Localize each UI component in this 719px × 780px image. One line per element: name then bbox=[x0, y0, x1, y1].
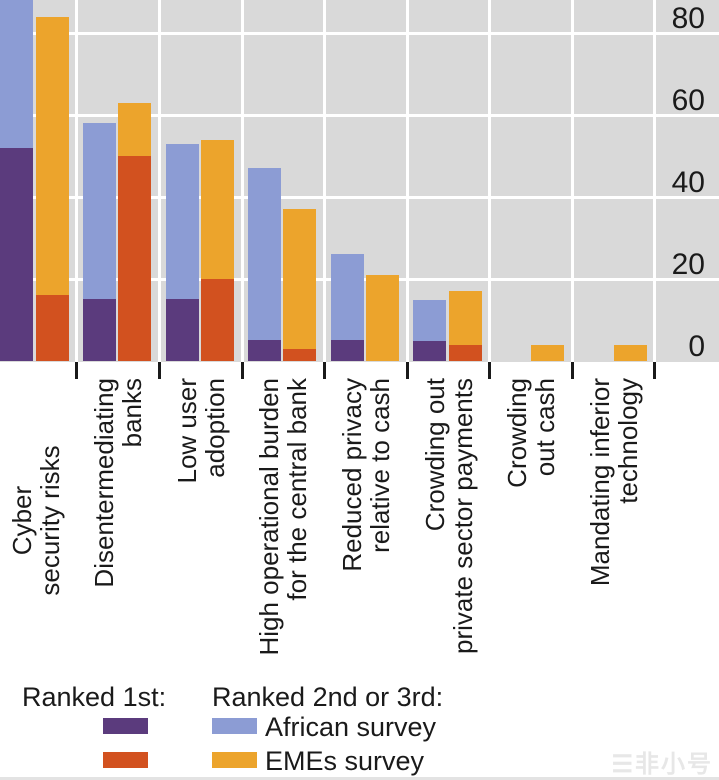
bar-african-survey bbox=[330, 254, 364, 361]
gridline-horizontal bbox=[0, 113, 719, 117]
category-label: Cyber security risks bbox=[6, 445, 65, 596]
legend-swatch-african-first bbox=[103, 718, 148, 734]
legend-label-african-survey: African survey bbox=[265, 712, 437, 742]
category-label: Reduced privacy relative to cash bbox=[336, 378, 395, 572]
gridline-horizontal bbox=[0, 31, 719, 35]
bar-african-survey bbox=[0, 0, 34, 361]
gridline-vertical bbox=[570, 0, 574, 362]
category-label: Mandating inferior technology bbox=[584, 378, 643, 587]
legend-swatch-emes-first bbox=[103, 752, 148, 768]
category-label: Low user adoption bbox=[171, 378, 230, 484]
x-axis-tick bbox=[75, 362, 79, 379]
bar-emes-survey-ranked-first-segment bbox=[200, 278, 234, 361]
bar-emes-survey-ranked-first-segment bbox=[448, 344, 482, 361]
gridline-vertical bbox=[158, 0, 162, 362]
gridline-vertical bbox=[488, 0, 492, 362]
legend-swatch-emes-second bbox=[212, 752, 257, 768]
category-label: Crowding out cash bbox=[502, 378, 561, 488]
x-axis-tick bbox=[488, 362, 492, 379]
legend-header-ranked-second: Ranked 2nd or 3rd: bbox=[212, 682, 444, 712]
bar-african-survey bbox=[165, 143, 199, 361]
gridline-vertical bbox=[75, 0, 79, 362]
y-axis-tick-label: 80 bbox=[671, 2, 705, 35]
x-axis-tick bbox=[653, 362, 657, 379]
y-axis-tick-label: 0 bbox=[688, 330, 705, 363]
bar-emes-survey bbox=[35, 16, 69, 361]
bar-african-survey-ranked-first-segment bbox=[0, 147, 34, 361]
x-axis-tick bbox=[405, 362, 409, 379]
bar-emes-survey-ranked-first-segment bbox=[283, 348, 317, 361]
bar-emes-survey bbox=[118, 102, 152, 361]
bar-emes-survey bbox=[613, 344, 647, 361]
bar-african-survey-ranked-first-segment bbox=[413, 340, 447, 361]
gridline-vertical bbox=[240, 0, 244, 362]
bar-african-survey bbox=[248, 168, 282, 361]
legend-label-emes-survey: EMEs survey bbox=[265, 746, 425, 776]
watermark-text: 非小号 bbox=[635, 751, 713, 778]
legend-swatch-african-second bbox=[212, 718, 257, 734]
bar-emes-survey bbox=[365, 274, 399, 361]
x-axis-tick bbox=[570, 362, 574, 379]
bar-african-survey-ranked-first-segment bbox=[82, 299, 116, 361]
bar-emes-survey bbox=[283, 209, 317, 361]
gridline-vertical bbox=[653, 0, 657, 362]
plot-area bbox=[0, 0, 719, 362]
legend-header-ranked-first: Ranked 1st: bbox=[22, 682, 167, 712]
bar-emes-survey-ranked-first-segment bbox=[35, 295, 69, 361]
bar-emes-survey bbox=[531, 344, 565, 361]
gridline-vertical bbox=[405, 0, 409, 362]
bar-african-survey-ranked-first-segment bbox=[330, 340, 364, 361]
bottom-border bbox=[0, 777, 719, 780]
category-label: High operational burden for the central … bbox=[254, 378, 313, 656]
bar-emes-survey bbox=[448, 291, 482, 361]
y-axis-tick-label: 60 bbox=[671, 84, 705, 117]
bar-african-survey bbox=[82, 123, 116, 361]
y-axis-tick-label: 40 bbox=[671, 166, 705, 199]
bar-emes-survey bbox=[200, 139, 234, 361]
gridline-vertical bbox=[323, 0, 327, 362]
watermark-icon: ☰ bbox=[611, 751, 635, 778]
category-label: Crowding out private sector payments bbox=[419, 378, 478, 655]
bar-african-survey-ranked-first-segment bbox=[248, 340, 282, 361]
category-label: Disentermediating banks bbox=[89, 378, 148, 588]
bar-emes-survey-ranked-first-segment bbox=[118, 155, 152, 361]
bar-african-survey-ranked-first-segment bbox=[165, 299, 199, 361]
x-axis-tick bbox=[240, 362, 244, 379]
watermark-logo: ☰非小号 bbox=[611, 744, 713, 779]
x-axis-tick bbox=[323, 362, 327, 379]
y-axis-tick-label: 20 bbox=[671, 248, 705, 281]
gridline-horizontal bbox=[0, 195, 719, 199]
bar-african-survey bbox=[413, 299, 447, 361]
x-axis-tick bbox=[158, 362, 162, 379]
